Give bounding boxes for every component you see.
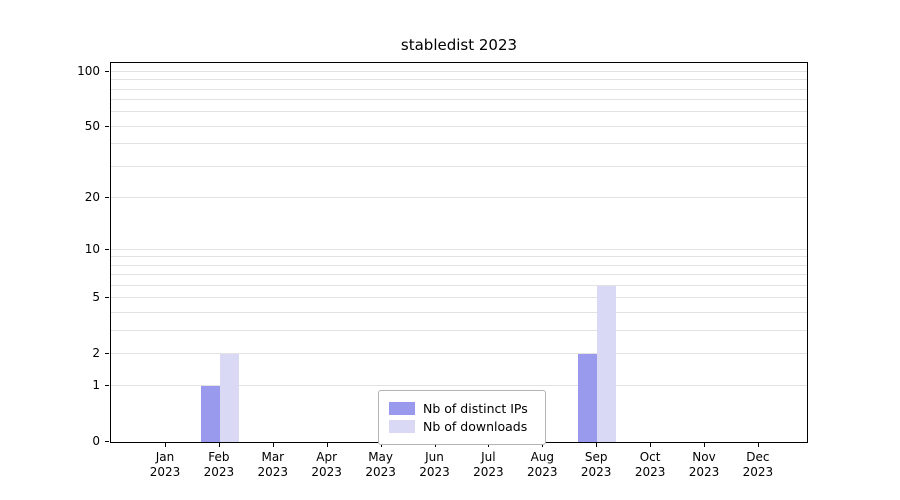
x-tick-label: Feb 2023 — [203, 450, 235, 479]
x-tick-mark — [380, 443, 382, 447]
y-tick-mark — [105, 297, 109, 299]
legend-label: Nb of distinct IPs — [423, 401, 528, 416]
y-tick-label: 100 — [77, 64, 100, 78]
gridline — [111, 385, 807, 387]
x-tick-mark — [326, 443, 328, 447]
bar-distinct-ips — [578, 354, 598, 442]
gridline — [111, 297, 807, 299]
x-tick-mark — [542, 443, 544, 447]
gridline — [111, 329, 807, 331]
y-tick-mark — [105, 71, 109, 72]
x-tick-label: Mar 2023 — [257, 450, 289, 479]
legend-entry: Nb of distinct IPs — [389, 401, 535, 416]
legend-label: Nb of downloads — [423, 419, 528, 434]
bar-downloads — [219, 354, 239, 442]
gridline — [111, 264, 807, 266]
chart-title: stabledist 2023 — [400, 36, 518, 54]
legend-entry: Nb of downloads — [389, 419, 535, 434]
y-tick-label: 5 — [92, 290, 100, 305]
gridline — [111, 256, 807, 258]
x-tick-label: Nov 2023 — [688, 450, 720, 479]
x-tick-mark — [650, 443, 652, 447]
x-tick-label: Dec 2023 — [742, 450, 774, 479]
legend: Nb of distinct IPs Nb of downloads — [378, 390, 546, 445]
x-tick-label: May 2023 — [365, 450, 396, 479]
y-tick-label: 50 — [84, 118, 100, 133]
gridline — [111, 274, 807, 276]
gridline — [111, 79, 807, 81]
gridline — [111, 71, 807, 73]
y-tick-mark — [105, 441, 109, 442]
gridline — [111, 165, 807, 167]
y-tick-label: 1 — [92, 378, 100, 393]
gridline — [111, 143, 807, 145]
gridline — [111, 111, 807, 113]
y-tick-mark — [105, 196, 109, 198]
y-tick-label: 20 — [84, 189, 100, 204]
gridline — [111, 248, 807, 250]
bar-downloads — [597, 286, 617, 442]
x-tick-mark — [272, 443, 274, 447]
legend-swatch-icon — [389, 420, 415, 433]
x-tick-mark — [757, 443, 759, 447]
y-tick-mark — [105, 385, 109, 387]
gridline — [111, 125, 807, 127]
x-tick-mark — [596, 443, 598, 447]
x-tick-mark — [704, 443, 705, 447]
x-tick-mark — [434, 443, 436, 447]
x-tick-label: Jan 2023 — [149, 450, 181, 479]
y-tick-mark — [105, 248, 109, 250]
gridline — [111, 196, 807, 198]
x-tick-label: Apr 2023 — [311, 450, 342, 479]
y-tick-label: 2 — [92, 345, 100, 360]
gridline — [111, 352, 807, 354]
y-tick-label: 10 — [84, 241, 100, 256]
x-tick-mark — [165, 443, 166, 447]
x-tick-label: Jul 2023 — [473, 450, 504, 479]
x-tick-label: Jun 2023 — [419, 450, 450, 479]
x-tick-mark — [488, 443, 490, 447]
gridline — [111, 285, 807, 286]
x-tick-label: Aug 2023 — [527, 450, 558, 479]
x-tick-mark — [218, 443, 220, 447]
bar-distinct-ips — [200, 386, 220, 442]
gridline — [111, 311, 807, 313]
x-tick-label: Oct 2023 — [634, 450, 666, 479]
plot-area — [110, 62, 808, 443]
y-tick-mark — [105, 352, 109, 354]
gridline — [111, 99, 807, 101]
y-tick-mark — [105, 125, 109, 127]
x-tick-label: Sep 2023 — [580, 450, 612, 479]
legend-swatch-icon — [389, 402, 415, 415]
y-tick-label: 0 — [92, 434, 100, 448]
gridline — [111, 88, 807, 90]
